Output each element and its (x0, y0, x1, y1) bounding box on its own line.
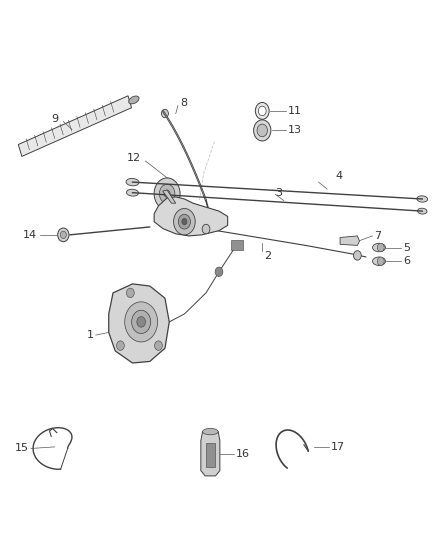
Ellipse shape (202, 429, 218, 435)
Text: 12: 12 (127, 153, 141, 163)
Text: 1: 1 (87, 330, 94, 340)
Ellipse shape (129, 96, 139, 104)
Circle shape (159, 184, 175, 203)
Circle shape (257, 124, 268, 137)
Text: 13: 13 (288, 125, 302, 135)
Text: 17: 17 (331, 442, 345, 452)
Circle shape (137, 317, 145, 327)
Circle shape (132, 310, 151, 334)
Polygon shape (163, 190, 176, 203)
Text: 6: 6 (403, 256, 410, 266)
Ellipse shape (126, 179, 139, 186)
Polygon shape (109, 284, 169, 363)
Ellipse shape (372, 243, 385, 252)
Polygon shape (206, 443, 215, 467)
Circle shape (164, 190, 170, 197)
Text: 16: 16 (236, 449, 250, 459)
Circle shape (377, 257, 384, 265)
Ellipse shape (127, 189, 138, 196)
Circle shape (155, 341, 162, 350)
Circle shape (162, 109, 168, 118)
Circle shape (202, 224, 210, 234)
Text: 2: 2 (265, 251, 272, 261)
Circle shape (117, 341, 124, 350)
Text: 3: 3 (275, 188, 282, 198)
Polygon shape (201, 432, 220, 476)
Text: 8: 8 (180, 98, 187, 108)
Text: 14: 14 (23, 230, 37, 240)
Polygon shape (340, 236, 360, 245)
Text: 4: 4 (336, 171, 343, 181)
Circle shape (353, 251, 361, 260)
Polygon shape (18, 96, 131, 156)
Text: 15: 15 (15, 443, 29, 454)
Circle shape (178, 214, 191, 229)
Circle shape (258, 106, 266, 116)
Circle shape (58, 228, 69, 241)
Ellipse shape (417, 208, 427, 214)
Circle shape (182, 219, 187, 225)
Ellipse shape (372, 257, 385, 265)
Circle shape (60, 231, 66, 239)
Circle shape (254, 120, 271, 141)
Circle shape (125, 302, 158, 342)
Text: 7: 7 (374, 231, 381, 241)
Circle shape (173, 208, 195, 235)
Circle shape (377, 243, 384, 252)
Text: 5: 5 (403, 243, 410, 253)
Circle shape (255, 102, 269, 119)
Ellipse shape (417, 196, 427, 202)
Circle shape (215, 267, 223, 277)
Circle shape (154, 178, 180, 209)
Text: 11: 11 (288, 106, 302, 116)
Polygon shape (231, 240, 243, 249)
Text: 9: 9 (51, 114, 58, 124)
Circle shape (127, 288, 134, 297)
Polygon shape (154, 197, 228, 236)
